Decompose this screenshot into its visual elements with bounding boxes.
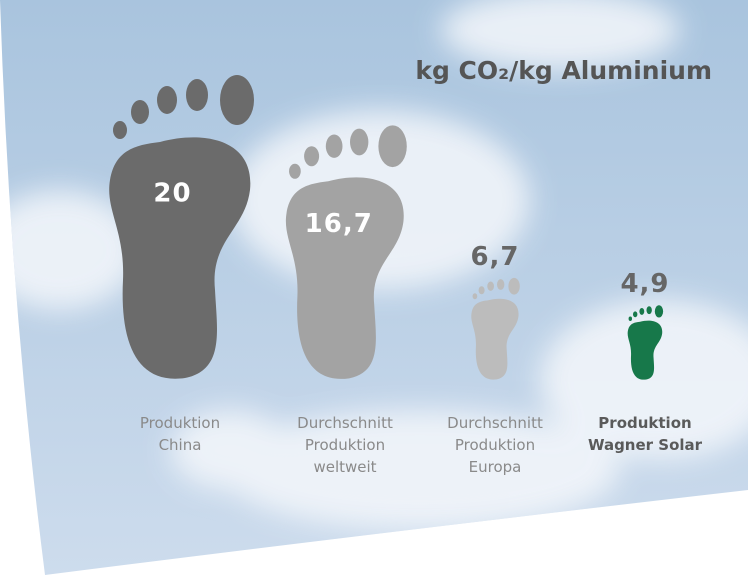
value-label: 6,7: [470, 242, 519, 272]
toe: [157, 86, 177, 114]
toe: [655, 305, 663, 317]
category-label: Durchschnitt Produktion weltweit: [270, 412, 420, 478]
value-label: 16,7: [305, 209, 373, 239]
toe: [131, 100, 149, 124]
toe: [289, 164, 301, 179]
toe: [633, 311, 637, 317]
toe: [378, 125, 406, 167]
toe: [473, 293, 478, 299]
toe: [113, 121, 127, 139]
category-label: Durchschnitt Produktion Europa: [420, 412, 570, 478]
toe: [497, 279, 504, 290]
toe: [646, 306, 651, 314]
toe: [186, 79, 208, 111]
chart-title: kg CO₂/kg Aluminium: [415, 56, 712, 85]
toe: [629, 317, 632, 321]
toe: [639, 308, 644, 315]
category-label: Produktion Wagner Solar: [570, 412, 720, 456]
value-label: 20: [153, 179, 191, 209]
page: kg CO₂/kg Aluminium 2016,76,74,9 (() => …: [0, 0, 748, 575]
toe: [508, 278, 519, 295]
chart: kg CO₂/kg Aluminium 20 16,7 6,7 4,9: [0, 0, 748, 575]
toe: [326, 135, 343, 158]
toe: [304, 146, 319, 166]
toe: [479, 286, 485, 294]
toe: [350, 129, 368, 156]
toe: [220, 75, 254, 125]
category-label: Produktion China: [105, 412, 255, 456]
toe: [487, 282, 494, 291]
value-label: 4,9: [620, 269, 669, 299]
